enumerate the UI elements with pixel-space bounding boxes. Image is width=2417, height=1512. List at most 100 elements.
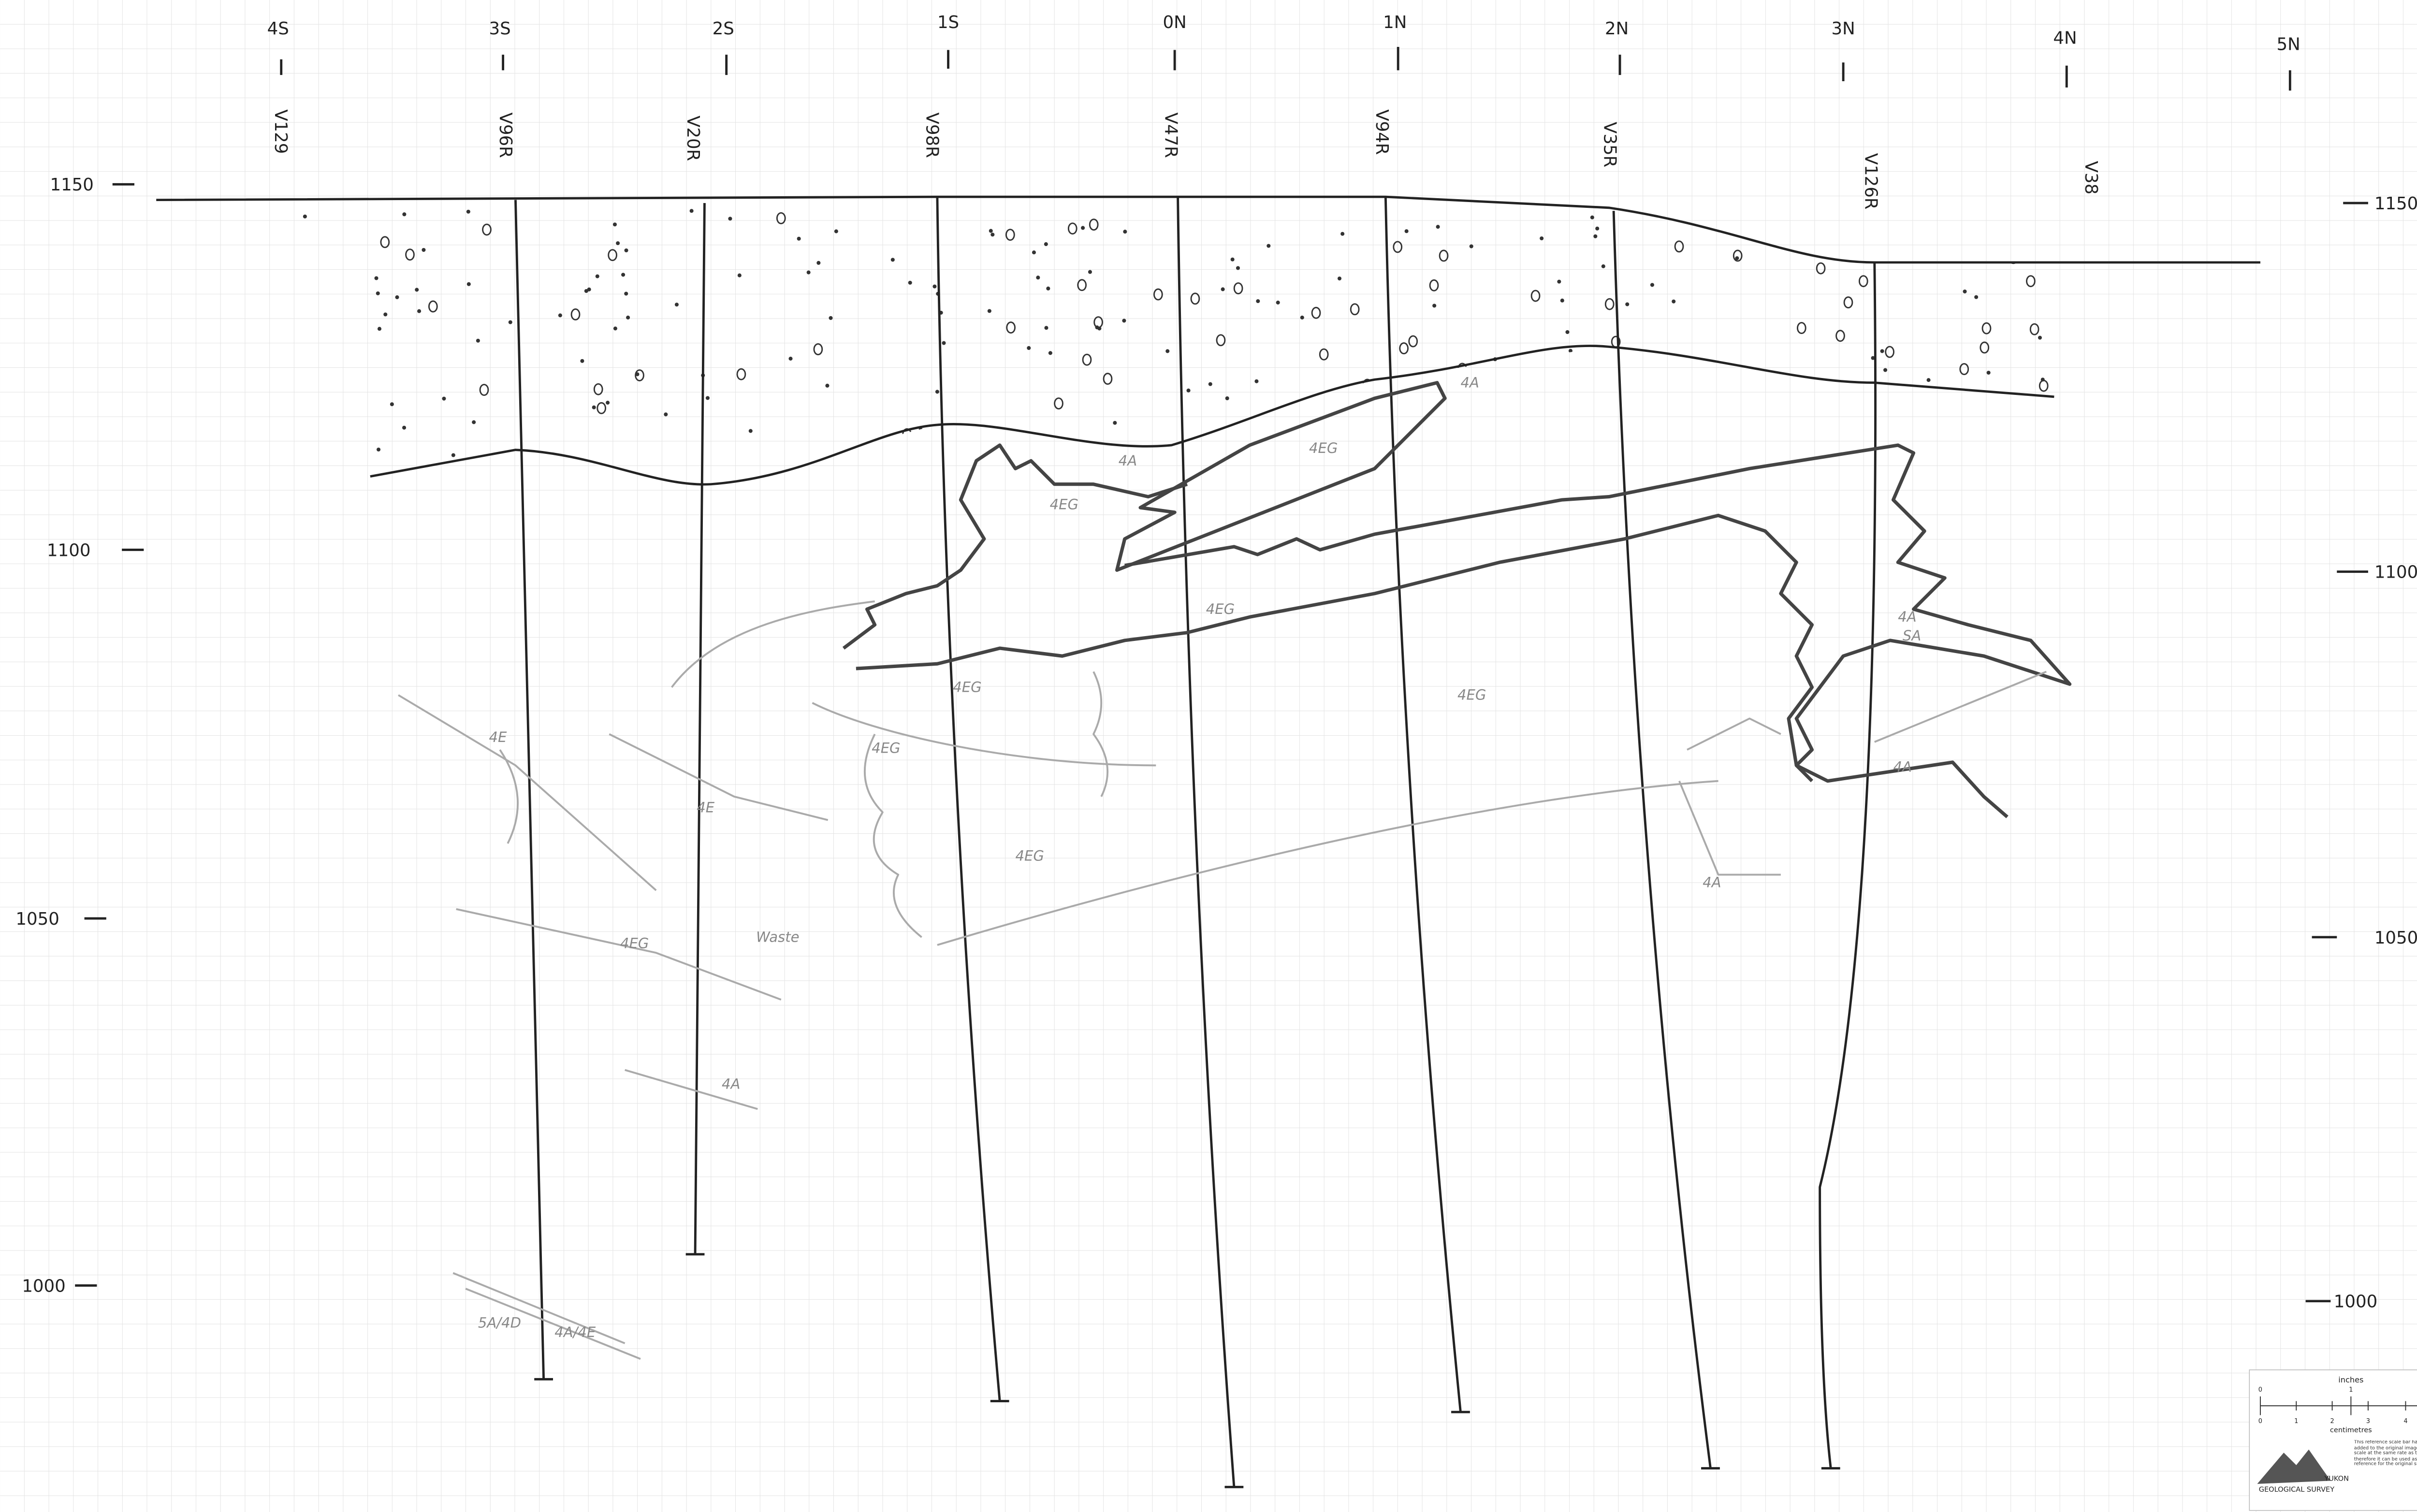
elevation-left: 1000 <box>22 1276 65 1296</box>
unit-label: 4EG <box>620 935 649 951</box>
overburden-dot <box>1843 296 1853 309</box>
section-label: 4S <box>267 19 289 39</box>
scale-tick-label: 1 <box>2349 1386 2353 1394</box>
overburden-dot <box>736 368 746 380</box>
overburden-dot <box>1216 334 1226 347</box>
overburden-dot <box>987 309 991 313</box>
hole-label: V96R <box>495 113 515 158</box>
hole-label: V129 <box>271 109 291 154</box>
topography <box>156 195 2260 264</box>
unit-label: 4EG <box>1015 848 1044 864</box>
overburden-dot <box>797 236 801 241</box>
overburden-dot <box>1797 322 1806 334</box>
overburden-dot <box>1254 379 1259 383</box>
overburden-dot <box>942 341 946 345</box>
overburden-dot <box>1883 368 1888 372</box>
section-label: 3N <box>1832 19 1855 39</box>
overburden-dot <box>395 295 399 299</box>
unit-label: 4EG <box>1206 601 1235 617</box>
overburden-dot <box>1593 234 1598 238</box>
overburden-dot <box>1835 330 1845 342</box>
overburden-dot <box>1980 341 1990 354</box>
overburden-base <box>370 345 2054 486</box>
overburden-dot <box>1590 215 1594 219</box>
scale-title: centimetres <box>2330 1426 2372 1434</box>
overburden-dot <box>374 276 379 280</box>
overburden-dot <box>466 282 471 286</box>
overburden-dot <box>728 217 732 221</box>
elevation-ticks-right <box>2305 202 2368 1303</box>
overburden-dot <box>813 343 823 355</box>
elevation-ticks-left <box>75 183 144 1287</box>
elevation-right: 1150 <box>2374 194 2417 214</box>
hole-label: V20R <box>683 116 703 161</box>
scale-title: inches <box>2338 1375 2363 1384</box>
overburden-dot <box>1067 222 1077 235</box>
overburden-dot <box>1097 326 1102 331</box>
overburden-dot <box>1981 322 1992 334</box>
overburden-dot <box>1236 266 1240 270</box>
overburden-dot <box>834 229 838 233</box>
overburden-dot <box>788 356 793 361</box>
overburden-dot <box>908 280 912 285</box>
overburden-dot <box>1190 292 1200 305</box>
overburden-dot <box>1123 230 1127 234</box>
hole-trace <box>936 197 1009 1402</box>
overburden-dot <box>466 209 470 214</box>
unit-label: 4A <box>1893 758 1912 775</box>
overburden-dot <box>705 396 710 400</box>
hole-trace <box>1612 211 1720 1469</box>
overburden-dot <box>816 261 821 265</box>
overburden-dot <box>1077 279 1087 291</box>
overburden-dot <box>1044 242 1048 247</box>
overburden-dot <box>1186 388 1191 393</box>
scale-box <box>2249 1369 2417 1511</box>
overburden-dot <box>1408 335 1418 348</box>
unit-outline <box>1124 443 2072 818</box>
overburden-dot <box>613 326 617 331</box>
unit-label: 4A <box>1898 609 1916 625</box>
overburden-dot <box>626 315 630 320</box>
unit-outline <box>842 443 1188 650</box>
unit-label: SA <box>1903 627 1921 644</box>
overburden-dot <box>1319 348 1329 361</box>
overburden-dot <box>621 273 626 277</box>
hole-label: V47R <box>1161 113 1181 158</box>
overburden-dot <box>1436 225 1440 229</box>
overburden-dot <box>1103 373 1113 385</box>
overburden-dot <box>1153 288 1163 301</box>
hole-trace <box>685 203 706 1256</box>
overburden-dot <box>593 383 603 395</box>
logo-text: YUKON <box>2324 1475 2349 1483</box>
overburden-dot <box>380 236 390 248</box>
overburden-dot <box>635 369 644 381</box>
overburden-dot <box>829 316 833 320</box>
overburden-dot <box>1350 303 1360 316</box>
overburden-dot <box>303 214 307 218</box>
overburden-dot <box>624 248 628 253</box>
unit-label: 4A <box>722 1076 740 1092</box>
overburden-dot <box>1276 300 1280 305</box>
overburden-dot <box>1230 257 1235 262</box>
overburden-dot <box>595 274 599 278</box>
unit-label: 4A <box>1119 452 1137 469</box>
overburden-dot <box>390 402 394 407</box>
section-label: 4N <box>2053 28 2077 48</box>
logo <box>2257 1449 2331 1484</box>
unit-label: 4EG <box>872 740 900 756</box>
overburden-dot <box>1530 290 1541 302</box>
overburden-dot <box>1054 397 1063 410</box>
scale-tick-label: 0 <box>2258 1418 2262 1425</box>
unit-label: 4E <box>489 729 508 745</box>
unit-label: 4A <box>1460 374 1479 391</box>
overburden-dot <box>1871 356 1875 360</box>
logo-text: GEOLOGICAL SURVEY <box>2259 1486 2335 1494</box>
overburden-dot <box>608 249 617 262</box>
overburden-dot <box>1469 244 1473 248</box>
overburden-dot <box>592 405 596 409</box>
overburden-dot <box>1393 241 1403 253</box>
unit-label: 4A <box>1703 874 1721 890</box>
overburden-dot <box>1089 218 1099 231</box>
